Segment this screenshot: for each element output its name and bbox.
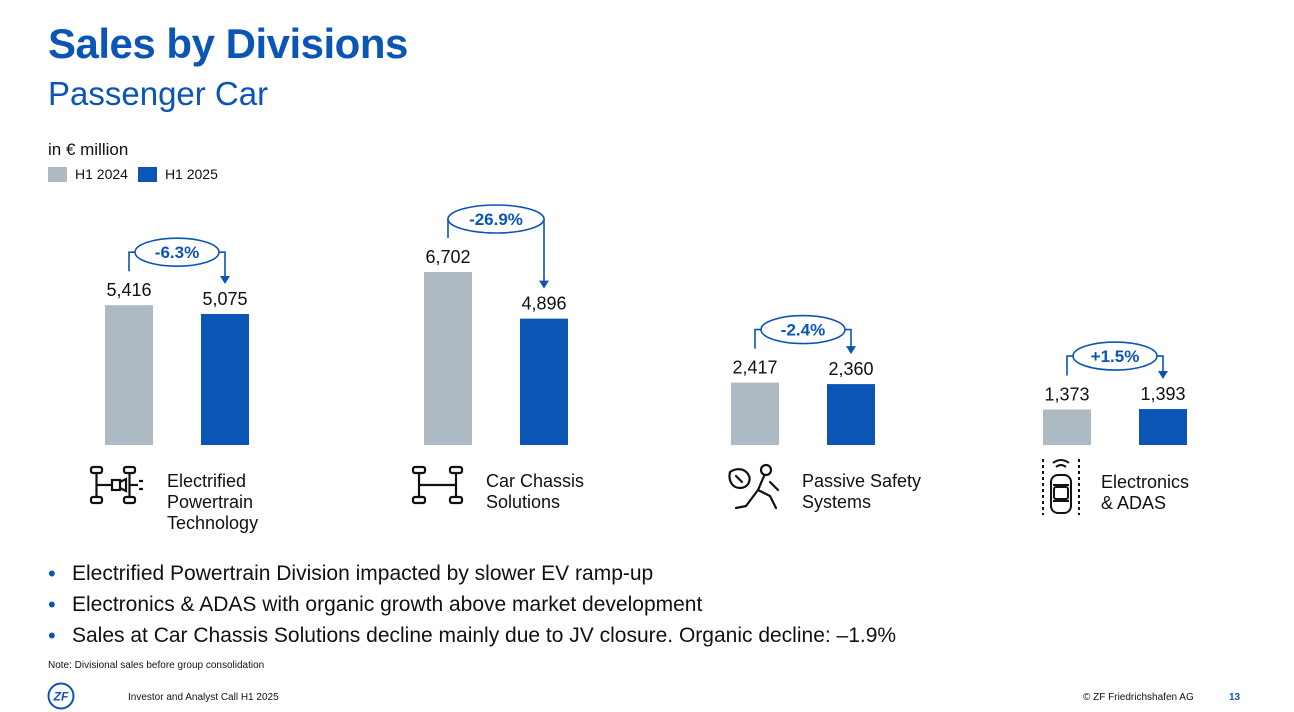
legend-swatch-h1-2024 (48, 166, 67, 182)
bullet-item: Sales at Car Chassis Solutions decline m… (48, 622, 896, 653)
legend-swatch-h1-2025 (137, 166, 157, 182)
value-label: 6,702 (425, 247, 470, 267)
change-label: -6.3% (155, 243, 199, 262)
division-label-line: Car Chassis (486, 471, 585, 491)
value-label: 2,417 (732, 358, 777, 378)
bullet-list: Electrified Powertrain Division impacted… (48, 560, 896, 653)
adas-car-icon (1042, 459, 1080, 515)
bar (827, 384, 875, 445)
page-number: 13 (1229, 692, 1241, 703)
change-label: -2.4% (781, 321, 825, 340)
value-label: 1,393 (1140, 384, 1185, 404)
passive-safety-icon (728, 463, 780, 510)
chassis-icon (411, 465, 464, 505)
bullet-item: Electronics & ADAS with organic growth a… (48, 591, 896, 622)
legend-item-h1-2025: H1 2025 (137, 166, 218, 182)
bar (520, 318, 568, 445)
legend-label-h1-2024: H1 2024 (75, 166, 128, 182)
change-arrowhead (539, 280, 549, 289)
bar (1043, 409, 1091, 445)
division-label-line: Technology (167, 513, 259, 533)
page-title: Sales by Divisions (48, 20, 408, 67)
division-label-car-chassis: Car Chassis Solutions (486, 471, 584, 513)
division-label-electrified-powertrain: Electrified Powertrain Technology (167, 471, 258, 534)
bar (424, 272, 472, 445)
bar (105, 305, 153, 445)
footer-event: Investor and Analyst Call H1 2025 (128, 692, 279, 703)
bar (731, 382, 779, 445)
division-label-line: Electrified (167, 471, 247, 491)
bar (1139, 409, 1187, 445)
change-pill (134, 237, 220, 267)
division-label-line: Powertrain (167, 492, 254, 512)
change-pill (447, 204, 545, 234)
zf-logo: ZF (47, 682, 75, 710)
legend-label-h1-2025: H1 2025 (164, 166, 218, 182)
bullet-item: Electrified Powertrain Division impacted… (48, 560, 896, 591)
change-label: -26.9% (469, 210, 523, 229)
division-label-line: Solutions (486, 492, 561, 512)
unit-label: in € million (48, 140, 129, 159)
bar (201, 313, 249, 445)
division-label-line: & ADAS (1101, 493, 1167, 513)
value-label: 1,373 (1044, 385, 1089, 405)
bar-chart: 5,416 5,075 -6.3% 6,702 4,896 -26.9% 2,417 2,36… (105, 204, 1187, 445)
value-label: 5,075 (202, 289, 247, 309)
value-label: 2,360 (828, 359, 873, 379)
division-label-line: Passive Safety (802, 471, 922, 491)
change-pill (1072, 341, 1158, 371)
division-label-electronics-adas: Electronics & ADAS (1101, 472, 1189, 514)
division-label-line: Electronics (1101, 472, 1190, 492)
change-arrowhead (220, 275, 230, 284)
legend-item-h1-2024: H1 2024 (48, 166, 128, 182)
footer-copyright: © ZF Friedrichshafen AG (1083, 692, 1194, 703)
legend: H1 2024 H1 2025 (48, 166, 228, 182)
division-label-passive-safety: Passive Safety Systems (802, 471, 921, 513)
change-arrowhead (1158, 371, 1168, 380)
change-label: +1.5% (1091, 347, 1140, 366)
page-subtitle: Passenger Car (48, 75, 269, 112)
powertrain-icon (89, 465, 143, 505)
footnote: Note: Divisional sales before group cons… (48, 660, 265, 671)
value-label: 5,416 (106, 280, 151, 300)
division-label-line: Systems (802, 492, 872, 512)
change-arrowhead (846, 346, 856, 355)
value-label: 4,896 (521, 294, 566, 314)
change-pill (760, 314, 846, 345)
zf-logo-text: ZF (53, 690, 69, 704)
